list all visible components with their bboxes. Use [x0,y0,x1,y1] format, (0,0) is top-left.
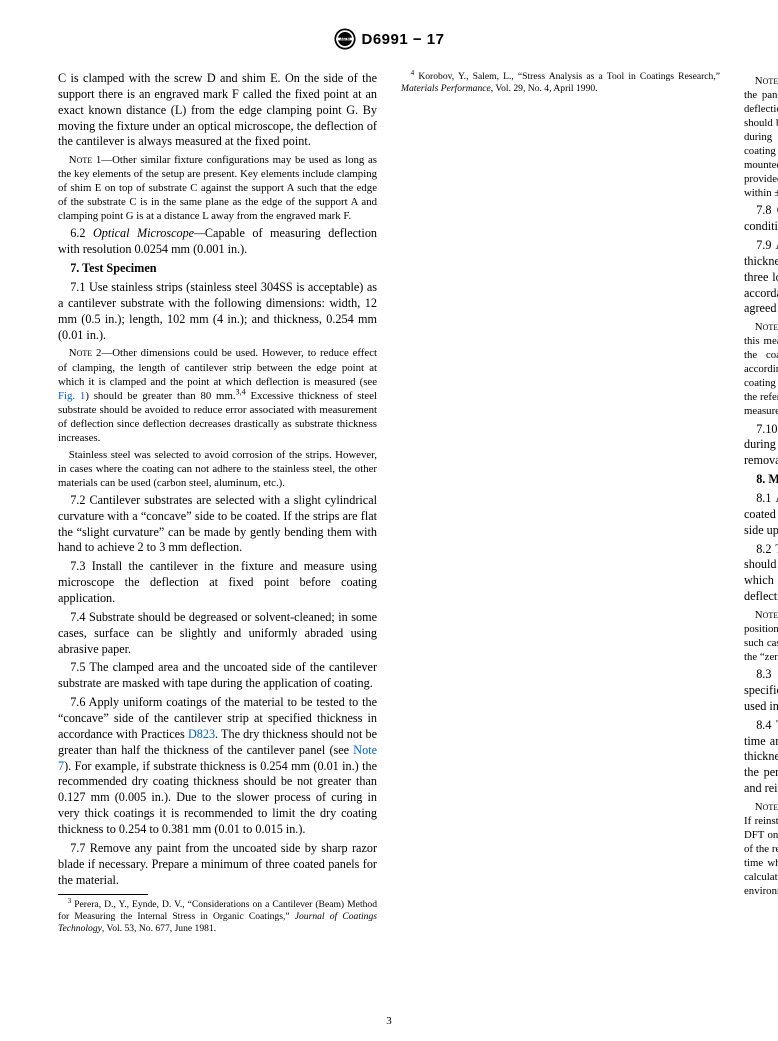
note-4: Note 4—If a reference panel was prepared… [744,320,778,418]
page-number: 3 [0,1015,778,1027]
para-6-2: 6.2 Optical Microscope—Capable of measur… [58,226,377,258]
d823-link[interactable]: D823 [188,727,215,741]
body-columns: C is clamped with the screw D and shim E… [58,71,720,941]
para-7-8: 7.8 Cure the coated panels under humidit… [744,203,778,235]
footnote-3: 3 Perera, D., Y., Eynde, D. V., “Conside… [58,899,377,935]
para-8-1: 8.1 As soon as the coating is dry enough… [744,491,778,539]
designation: D6991 − 17 [362,31,445,48]
note-1: Note 1—Other similar fixture configurati… [58,153,377,223]
footnote-rule [58,894,148,895]
para-7-1: 7.1 Use stainless strips (stainless stee… [58,280,377,343]
note-3: Note 3—If the coating thickness measurem… [744,74,778,200]
para-7-5: 7.5 The clamped area and the uncoated si… [58,660,377,692]
note-2-cont: Stainless steel was selected to avoid co… [58,448,377,490]
footnote-4: 4 Korobov, Y., Salem, L., “Stress Analys… [401,71,720,95]
note-6: Note 6—Sample reinstallation may increas… [744,800,778,898]
section-7-head: 7. Test Specimen [58,261,377,277]
para-7-9: 7.9 As soon as the coating is dry enough… [744,238,778,317]
para-intro: C is clamped with the screw D and shim E… [58,71,377,150]
svg-text:ASTM: ASTM [340,37,350,41]
section-8-head: 8. Measurement Procedure [744,472,778,488]
note-5: Note 5—If coating rapidly cures and deve… [744,608,778,664]
astm-logo-icon: ASTM [334,28,356,50]
para-7-6: 7.6 Apply uniform coatings of the materi… [58,695,377,838]
note-2: Note 2—Other dimensions could be used. H… [58,346,377,444]
para-8-4: 8.4 The stress (deflection) can be measu… [744,718,778,797]
page-header: ASTM D6991 − 17 [58,28,720,55]
para-8-3: 8.3 The difference between current value… [744,667,778,715]
fig1-link[interactable]: Fig. 1 [58,390,85,402]
para-8-2: 8.2 The first deflection measurement tak… [744,542,778,605]
para-7-2: 7.2 Cantilever substrates are selected w… [58,493,377,556]
para-7-3: 7.3 Install the cantilever in the fixtur… [58,559,377,607]
para-7-10: 7.10 Take any precautions in handling of… [744,422,778,470]
para-7-4: 7.4 Substrate should be degreased or sol… [58,610,377,658]
para-7-7: 7.7 Remove any paint from the uncoated s… [58,841,377,889]
